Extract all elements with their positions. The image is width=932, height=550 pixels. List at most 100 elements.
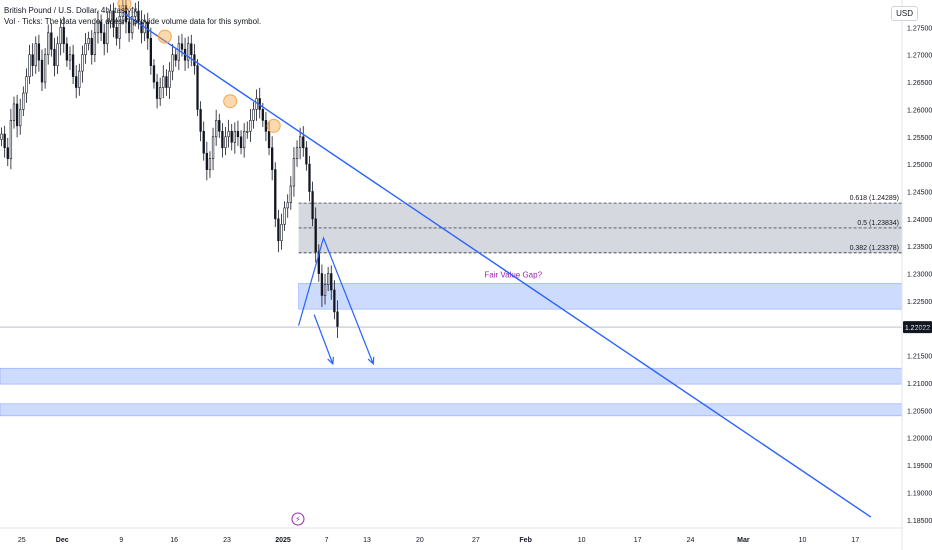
x-tick-label: 17 <box>851 537 859 544</box>
candle-body <box>190 43 193 56</box>
y-tick-label: 1.23000 <box>907 272 932 279</box>
candle-body <box>308 163 311 192</box>
price-zones: 0.618 (1.24289) 0.5 (1.23834) 0.382 (1.233… <box>0 195 903 417</box>
candle-body <box>317 251 320 274</box>
candle-body <box>137 10 140 23</box>
x-tick-label: Dec <box>56 537 69 544</box>
last-price-badge <box>903 321 932 334</box>
candle-body <box>62 27 65 45</box>
candle-body <box>202 131 205 154</box>
candle-body <box>224 136 227 149</box>
y-tick-label: 1.24000 <box>907 217 932 224</box>
candle-body <box>6 147 9 159</box>
swing-high-marker <box>157 29 172 44</box>
x-tick-label: 2025 <box>275 537 291 544</box>
x-tick-label: 23 <box>223 537 231 544</box>
candle-body <box>140 21 143 34</box>
candle-body <box>68 54 72 61</box>
candle-body <box>289 185 292 203</box>
currency-button[interactable]: USD <box>891 6 918 21</box>
candle-body <box>81 54 84 72</box>
candle-body <box>280 224 283 242</box>
candle-body <box>336 311 339 328</box>
candle-body <box>131 16 134 34</box>
candle-body <box>277 218 280 242</box>
candle-body <box>267 131 271 149</box>
candle-body <box>127 21 131 34</box>
candle-body <box>236 131 240 138</box>
x-tick-label: 17 <box>634 537 642 544</box>
event-lightning-glyph: ⚡ <box>295 515 301 524</box>
candle-body <box>56 43 59 66</box>
candle-body <box>211 136 215 159</box>
candle-body <box>19 109 22 127</box>
y-tick-label: 1.19500 <box>907 463 932 470</box>
y-tick-label: 1.25500 <box>907 135 932 142</box>
candle-body <box>218 120 221 132</box>
candle-body <box>243 131 246 149</box>
x-tick-label: 7 <box>325 537 329 544</box>
y-tick-label: 1.21500 <box>907 354 932 361</box>
candle-body <box>196 65 199 110</box>
zone-box <box>298 283 903 310</box>
candle-body <box>96 21 100 34</box>
candle-body <box>152 65 156 83</box>
candle-body <box>177 43 181 61</box>
projection-arrowhead <box>367 356 375 366</box>
candle-body <box>323 284 327 296</box>
chart-legend: British Pound / U.S. Dollar, 4h, tastyfx… <box>4 5 261 27</box>
event-lightning-icon <box>291 512 305 526</box>
y-tick-label: 1.26500 <box>907 80 932 87</box>
candle-body <box>326 273 330 285</box>
candle-body <box>47 32 50 56</box>
candle-body <box>187 43 190 61</box>
candle-body <box>50 32 53 50</box>
candle-body <box>25 76 28 94</box>
candle-body <box>115 27 118 39</box>
y-tick-label: 1.27000 <box>907 53 932 60</box>
candle-body <box>246 131 249 133</box>
projection-arrowhead <box>327 356 335 366</box>
candle-body <box>320 273 324 296</box>
x-tick-label: 9 <box>119 537 123 544</box>
candle-body <box>78 70 81 88</box>
candle-body <box>112 10 115 28</box>
candle-body <box>274 169 277 220</box>
candle-body <box>314 218 317 252</box>
candle-body <box>90 38 93 56</box>
candle-body <box>87 38 90 45</box>
candle-body <box>199 109 202 132</box>
candle-body <box>28 54 31 77</box>
symbol-title[interactable]: British Pound / U.S. Dollar, 4h, tastyfx <box>4 6 138 15</box>
y-tick-label: 1.18500 <box>907 518 932 525</box>
candle-body <box>109 10 112 23</box>
candle-body <box>270 147 274 170</box>
candle-body <box>221 131 224 149</box>
candle-body <box>205 152 208 170</box>
candle-body <box>330 273 333 291</box>
candle-body <box>174 54 177 61</box>
candle-body <box>208 158 212 170</box>
y-tick-label: 1.27500 <box>907 25 932 32</box>
candle-body <box>215 120 218 138</box>
candle-body <box>75 76 78 88</box>
candle-body <box>9 120 13 159</box>
swing-high-marker <box>117 0 132 11</box>
candle-body <box>103 32 106 45</box>
candle-body <box>12 103 16 121</box>
y-tick-label: 1.22000 <box>907 326 932 333</box>
projection-path-down <box>313 314 334 365</box>
x-tick-label: Feb <box>519 537 531 544</box>
candle-body <box>40 59 44 83</box>
x-tick-label: 20 <box>416 537 424 544</box>
candle-body <box>22 92 25 110</box>
candlestick-series <box>0 0 339 338</box>
y-tick-label: 1.22500 <box>907 299 932 306</box>
zone-box <box>0 403 903 417</box>
candle-body <box>333 289 336 313</box>
candle-body <box>15 103 19 127</box>
x-tick-label: 27 <box>472 537 480 544</box>
swing-high-marker <box>223 94 238 109</box>
